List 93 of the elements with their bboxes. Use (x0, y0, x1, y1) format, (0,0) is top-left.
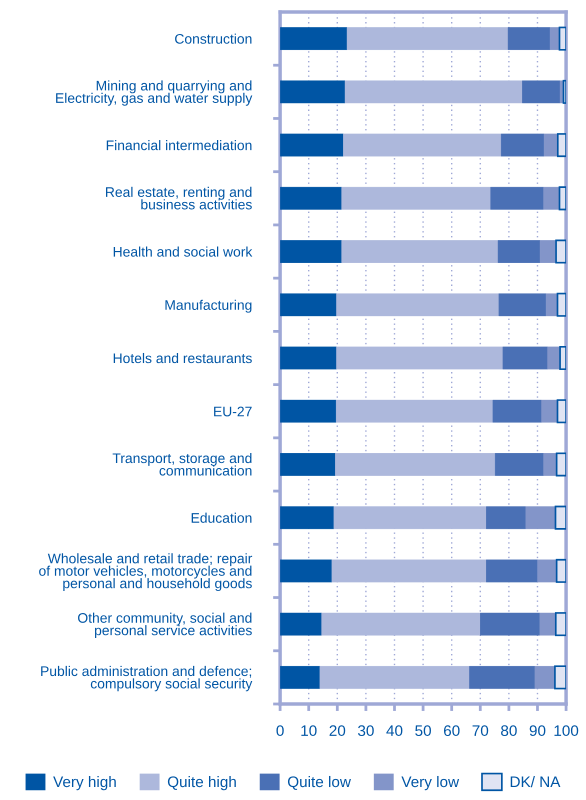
bar (543, 186, 560, 210)
bar (537, 560, 557, 582)
bar (320, 666, 470, 689)
bar (469, 666, 536, 689)
bar (280, 666, 320, 689)
y-tick-label: Construction (175, 34, 252, 44)
legend-label: Quite low (288, 776, 351, 790)
bar (554, 506, 566, 530)
bar (280, 346, 337, 370)
bar (280, 80, 346, 104)
bar (280, 240, 342, 263)
bar (280, 400, 336, 423)
bar (540, 612, 556, 636)
y-tick-label: Real estate, renting and business activities (106, 186, 252, 210)
bar (547, 346, 560, 370)
bar (550, 27, 560, 50)
y-tick-label: Health and social work (114, 246, 252, 257)
bar (556, 399, 566, 424)
x-tick-label: 40 (386, 725, 402, 736)
bar (522, 80, 560, 104)
bar (562, 80, 566, 104)
bar (544, 134, 558, 156)
bar (280, 560, 332, 582)
bar (346, 27, 508, 50)
bar (502, 346, 548, 370)
bar (508, 27, 550, 50)
y-tick-label: Other community, social and personal service activities (78, 612, 252, 638)
bar (492, 400, 542, 423)
bar (341, 186, 491, 210)
y-tick-label: Wholesale and retail trade; repair of motor vehicles, motorcycles and personal and household goods (39, 553, 252, 592)
y-tick-label: Hotels and restaurants (114, 352, 252, 364)
bar (332, 560, 486, 582)
bar (541, 400, 558, 423)
bar (335, 453, 496, 476)
bar (280, 506, 334, 530)
bar (500, 134, 544, 156)
bar (554, 612, 566, 636)
bar (558, 26, 566, 51)
bar (556, 133, 566, 158)
bar (498, 293, 546, 316)
x-tick-label: 0 (276, 725, 284, 736)
legend-label: Quite high (168, 776, 236, 790)
legend-label: DK/ NA (510, 776, 560, 788)
bar (534, 666, 556, 689)
bar (556, 558, 566, 583)
y-tick-label: Financial intermediation (106, 140, 252, 150)
bar (556, 452, 566, 476)
bar (280, 134, 344, 156)
x-tick-label: 20 (330, 725, 346, 736)
bar (334, 506, 486, 530)
bar (341, 240, 498, 263)
bar (280, 186, 342, 210)
bar (344, 80, 523, 104)
x-tick-label: 90 (530, 725, 546, 736)
bar (280, 27, 348, 50)
y-tick-label: Mining and quarrying and Electricity, gas and water supply (56, 80, 252, 106)
bar (555, 240, 566, 264)
x-tick-label: 60 (444, 725, 460, 736)
x-tick-label: 50 (415, 725, 431, 736)
y-tick-label: Transport, storage and communication (112, 452, 252, 476)
bar (494, 453, 544, 476)
bar (480, 612, 540, 636)
bar (546, 293, 558, 316)
bar (554, 665, 566, 690)
bar (490, 186, 544, 210)
legend-label: Very high (53, 776, 116, 790)
bar (526, 506, 556, 530)
x-tick-label: 30 (358, 725, 374, 736)
y-tick-label: Public administration and defence; compulsory social security (41, 666, 252, 692)
bar (543, 453, 557, 476)
legend-label: Very low (401, 776, 460, 790)
bar (559, 346, 566, 370)
bar (486, 506, 526, 530)
bar (280, 612, 322, 636)
x-tick-label: 70 (472, 725, 488, 736)
x-tick-label: 10 (301, 725, 317, 736)
bar (556, 292, 566, 317)
x-tick-label: 100 (554, 725, 578, 736)
bar (280, 453, 336, 476)
bar (336, 346, 504, 370)
y-tick-label: Education (192, 512, 252, 523)
y-tick-label: EU-27 (214, 406, 252, 416)
bar (336, 293, 500, 316)
bar (321, 612, 480, 636)
bar (558, 186, 566, 210)
bar (343, 134, 502, 156)
bar (498, 240, 540, 263)
bar (336, 400, 494, 423)
x-tick-label: 80 (501, 725, 517, 736)
y-tick-label: Manufacturing (165, 300, 252, 313)
bar (486, 560, 538, 582)
bar (280, 293, 337, 316)
bar (540, 240, 556, 263)
